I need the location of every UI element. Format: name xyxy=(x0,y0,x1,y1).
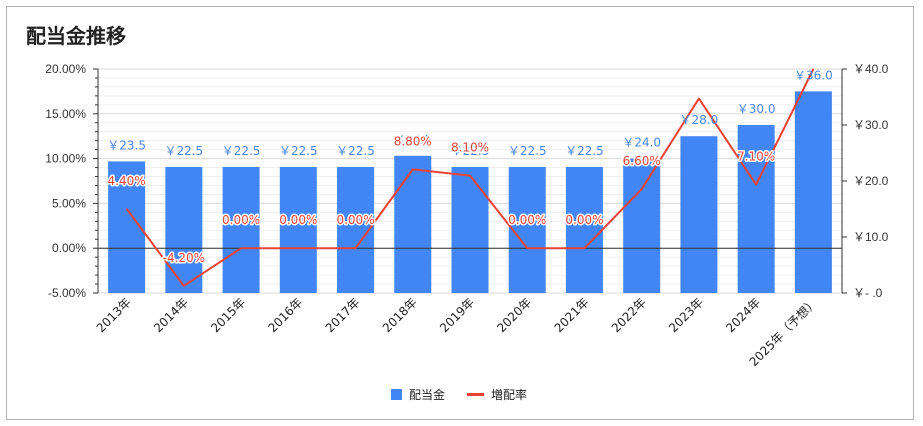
line-data-labels: 4.40% -4.20% 0.00% 0.00% 0.00% 8.80% 8.10% 0.00… xyxy=(106,133,777,266)
bar xyxy=(394,155,432,293)
x-axis-tick-label: 2018年 xyxy=(380,295,420,335)
line-point xyxy=(183,285,185,287)
legend-label-bars: 配当金 xyxy=(409,387,445,402)
line-point xyxy=(297,247,299,249)
bar xyxy=(680,136,718,293)
right-axis-tick-label: ￥30.0 xyxy=(853,118,889,132)
bar-label: ￥36.0 xyxy=(794,68,833,82)
line-label: 0.00% xyxy=(565,213,603,227)
bar-label: ￥24.0 xyxy=(622,136,661,150)
legend-swatch-bars xyxy=(391,389,402,400)
bar-label: ￥22.5 xyxy=(451,144,490,158)
line-label: 0.00% xyxy=(222,213,260,227)
x-axis-tick-label: 2017年 xyxy=(323,295,363,335)
x-axis-tick-label: 2016年 xyxy=(265,295,305,335)
line-label: 4.40% xyxy=(108,174,146,188)
x-axis-tick-label: 2021年 xyxy=(552,295,592,335)
x-axis-tick-label: 2020年 xyxy=(494,295,534,335)
axes: 20.00% 15.00% 10.00% 5.00% 0.00% -5.00% ￥40.0 ￥… xyxy=(45,62,888,300)
bar-series xyxy=(108,91,832,294)
right-axis-tick-label: ￥20.0 xyxy=(853,174,889,188)
line-point xyxy=(469,175,471,177)
bar xyxy=(222,167,260,293)
bar-label: ￥22.5 xyxy=(336,144,375,158)
line-point xyxy=(812,68,814,70)
bar-label: ￥28.0 xyxy=(680,113,719,127)
bar xyxy=(451,167,489,293)
line-label: 0.00% xyxy=(279,213,317,227)
x-axis-tick-label: 2013年 xyxy=(94,295,134,335)
bar-label: ￥22.5 xyxy=(164,144,203,158)
bar xyxy=(508,167,546,293)
bar-label: ￥22.5 xyxy=(565,144,604,158)
x-axis-tick-label: 2024年 xyxy=(723,295,763,335)
x-axis-tick-label: 2014年 xyxy=(151,295,191,335)
line-label: 6.60% xyxy=(623,154,661,168)
line-point xyxy=(126,208,128,210)
left-axis-tick-label: 10.00% xyxy=(45,152,86,166)
legend-label-line: 増配率 xyxy=(491,387,527,402)
line-label: -4.20% xyxy=(163,251,205,265)
line-label: 8.80% xyxy=(394,134,432,148)
line-point xyxy=(240,247,242,249)
line-point xyxy=(355,247,357,249)
bar-label: ￥30.0 xyxy=(737,102,776,116)
line-label: 0.00% xyxy=(508,213,546,227)
legend: 配当金 増配率 xyxy=(391,387,527,402)
bar xyxy=(623,158,661,293)
line-point xyxy=(698,98,700,100)
bar xyxy=(108,161,146,293)
x-axis-tick-label: 2023年 xyxy=(666,295,706,335)
line-label: 7.10% xyxy=(737,150,775,164)
bar xyxy=(737,125,775,293)
bar xyxy=(165,167,203,293)
right-axis-tick-label: ￥10.0 xyxy=(853,230,889,244)
x-axis-tick-label: 2022年 xyxy=(609,295,649,335)
line-label: 8.10% xyxy=(451,141,489,155)
legend-swatch-line xyxy=(467,393,484,396)
bar-label: ￥23.5 xyxy=(107,138,146,152)
bar xyxy=(794,91,832,294)
x-axis-ticks: 2013年 2014年 2015年 2016年 2017年 2018年 2019年 2020年… xyxy=(94,295,821,370)
line-point xyxy=(755,184,757,186)
x-axis-tick-label: 2019年 xyxy=(437,295,477,335)
line-label: 0.00% xyxy=(336,213,374,227)
left-axis-tick-label: 0.00% xyxy=(52,241,86,255)
line-point xyxy=(583,247,585,249)
line-point xyxy=(412,168,414,170)
left-axis-tick-label: -5.00% xyxy=(48,286,86,300)
bar-label: ￥22.5 xyxy=(508,144,547,158)
left-axis-tick-label: 20.00% xyxy=(45,62,86,76)
line-series xyxy=(125,68,815,287)
bar-label: ￥22.5 xyxy=(279,144,318,158)
line-point xyxy=(641,188,643,190)
bar-label: ￥24.5 xyxy=(393,133,432,147)
bar-data-labels: ￥23.5 ￥22.5 ￥22.5 ￥22.5 ￥22.5 ￥24.5 ￥22.5 ￥22.5… xyxy=(107,68,833,158)
right-axis-tick-label: ￥- .0 xyxy=(853,286,883,300)
bar-label: ￥22.5 xyxy=(222,144,261,158)
right-axis-tick-label: ￥40.0 xyxy=(853,62,889,76)
left-axis-tick-label: 5.00% xyxy=(52,196,86,210)
chart-title: 配当金推移 xyxy=(26,24,126,48)
line-point xyxy=(526,247,528,249)
left-axis-tick-label: 15.00% xyxy=(45,107,86,121)
x-axis-tick-label: 2015年 xyxy=(208,295,248,335)
bar xyxy=(565,167,603,293)
bar xyxy=(279,167,317,293)
